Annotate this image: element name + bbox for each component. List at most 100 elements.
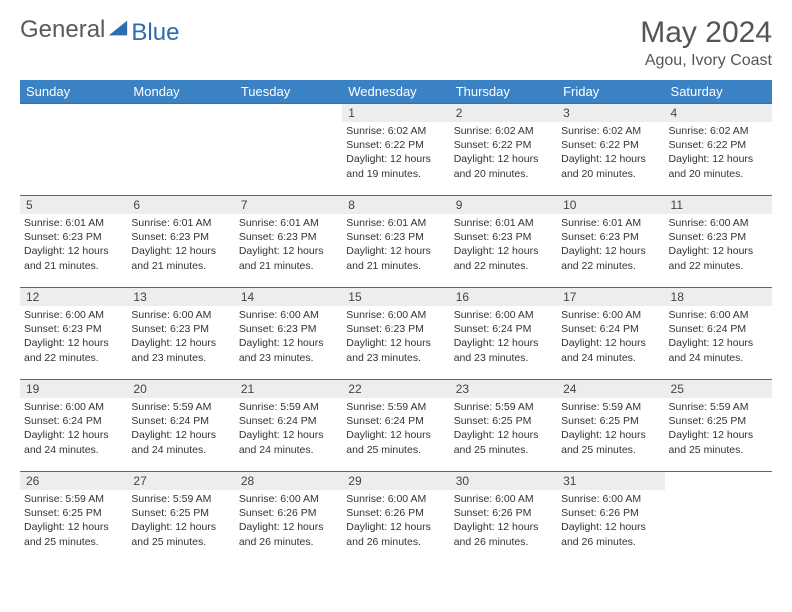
weekday-header: Monday [127, 80, 234, 104]
day-details: Sunrise: 5:59 AMSunset: 6:25 PMDaylight:… [450, 398, 557, 461]
day-number: 18 [665, 288, 772, 306]
day-number: 29 [342, 472, 449, 490]
calendar-day-cell: 31Sunrise: 6:00 AMSunset: 6:26 PMDayligh… [557, 472, 664, 564]
calendar-day-cell: 13Sunrise: 6:00 AMSunset: 6:23 PMDayligh… [127, 288, 234, 380]
day-number: 4 [665, 104, 772, 122]
calendar-day-cell: 26Sunrise: 5:59 AMSunset: 6:25 PMDayligh… [20, 472, 127, 564]
calendar-table: SundayMondayTuesdayWednesdayThursdayFrid… [20, 80, 772, 564]
day-number: 27 [127, 472, 234, 490]
header-row: General Blue May 2024 Agou, Ivory Coast [20, 16, 772, 76]
calendar-day-cell: 19Sunrise: 6:00 AMSunset: 6:24 PMDayligh… [20, 380, 127, 472]
calendar-day-cell: 29Sunrise: 6:00 AMSunset: 6:26 PMDayligh… [342, 472, 449, 564]
location-label: Agou, Ivory Coast [640, 52, 772, 70]
calendar-day-cell: 3Sunrise: 6:02 AMSunset: 6:22 PMDaylight… [557, 104, 664, 196]
day-number: 11 [665, 196, 772, 214]
calendar-day-cell: 6Sunrise: 6:01 AMSunset: 6:23 PMDaylight… [127, 196, 234, 288]
title-block: May 2024 Agou, Ivory Coast [640, 16, 772, 76]
calendar-day-cell: 21Sunrise: 5:59 AMSunset: 6:24 PMDayligh… [235, 380, 342, 472]
day-details: Sunrise: 6:00 AMSunset: 6:24 PMDaylight:… [20, 398, 127, 461]
day-number: 22 [342, 380, 449, 398]
day-details: Sunrise: 5:59 AMSunset: 6:24 PMDaylight:… [342, 398, 449, 461]
day-number: 20 [127, 380, 234, 398]
day-details: Sunrise: 5:59 AMSunset: 6:25 PMDaylight:… [665, 398, 772, 461]
day-number: 3 [557, 104, 664, 122]
day-number: 12 [20, 288, 127, 306]
day-number: 24 [557, 380, 664, 398]
weekday-header: Wednesday [342, 80, 449, 104]
brand-logo-icon [107, 17, 129, 44]
calendar-week-row: 5Sunrise: 6:01 AMSunset: 6:23 PMDaylight… [20, 196, 772, 288]
calendar-day-cell: 14Sunrise: 6:00 AMSunset: 6:23 PMDayligh… [235, 288, 342, 380]
day-number: 16 [450, 288, 557, 306]
calendar-day-cell: 0. [127, 104, 234, 196]
calendar-day-cell: 15Sunrise: 6:00 AMSunset: 6:23 PMDayligh… [342, 288, 449, 380]
brand-logo: General Blue [20, 16, 179, 44]
day-number: 17 [557, 288, 664, 306]
weekday-header: Saturday [665, 80, 772, 104]
weekday-header: Friday [557, 80, 664, 104]
calendar-day-cell: 0. [20, 104, 127, 196]
day-details: Sunrise: 6:02 AMSunset: 6:22 PMDaylight:… [342, 122, 449, 185]
day-details: Sunrise: 6:00 AMSunset: 6:23 PMDaylight:… [342, 306, 449, 369]
day-details: Sunrise: 6:01 AMSunset: 6:23 PMDaylight:… [127, 214, 234, 277]
day-details: Sunrise: 6:01 AMSunset: 6:23 PMDaylight:… [235, 214, 342, 277]
calendar-day-cell: 17Sunrise: 6:00 AMSunset: 6:24 PMDayligh… [557, 288, 664, 380]
day-details: Sunrise: 6:00 AMSunset: 6:24 PMDaylight:… [665, 306, 772, 369]
day-details: Sunrise: 6:00 AMSunset: 6:26 PMDaylight:… [557, 490, 664, 553]
weekday-header: Thursday [450, 80, 557, 104]
day-number: 9 [450, 196, 557, 214]
calendar-day-cell: 10Sunrise: 6:01 AMSunset: 6:23 PMDayligh… [557, 196, 664, 288]
brand-name-a: General [20, 16, 105, 44]
calendar-day-cell: 12Sunrise: 6:00 AMSunset: 6:23 PMDayligh… [20, 288, 127, 380]
day-number: 15 [342, 288, 449, 306]
weekday-header: Sunday [20, 80, 127, 104]
day-details: Sunrise: 6:00 AMSunset: 6:23 PMDaylight:… [127, 306, 234, 369]
day-number: 23 [450, 380, 557, 398]
day-details: Sunrise: 6:00 AMSunset: 6:26 PMDaylight:… [235, 490, 342, 553]
day-number: 26 [20, 472, 127, 490]
day-details: Sunrise: 6:00 AMSunset: 6:23 PMDaylight:… [235, 306, 342, 369]
weekday-header: Tuesday [235, 80, 342, 104]
calendar-day-cell: 4Sunrise: 6:02 AMSunset: 6:22 PMDaylight… [665, 104, 772, 196]
day-details: Sunrise: 5:59 AMSunset: 6:25 PMDaylight:… [557, 398, 664, 461]
day-details: Sunrise: 6:00 AMSunset: 6:23 PMDaylight:… [20, 306, 127, 369]
day-details: Sunrise: 6:01 AMSunset: 6:23 PMDaylight:… [342, 214, 449, 277]
calendar-day-cell: 24Sunrise: 5:59 AMSunset: 6:25 PMDayligh… [557, 380, 664, 472]
day-details: Sunrise: 6:02 AMSunset: 6:22 PMDaylight:… [557, 122, 664, 185]
calendar-day-cell: 7Sunrise: 6:01 AMSunset: 6:23 PMDaylight… [235, 196, 342, 288]
calendar-day-cell: 18Sunrise: 6:00 AMSunset: 6:24 PMDayligh… [665, 288, 772, 380]
day-number: 10 [557, 196, 664, 214]
calendar-day-cell: 23Sunrise: 5:59 AMSunset: 6:25 PMDayligh… [450, 380, 557, 472]
day-number: 6 [127, 196, 234, 214]
calendar-day-cell: 28Sunrise: 6:00 AMSunset: 6:26 PMDayligh… [235, 472, 342, 564]
day-number: 31 [557, 472, 664, 490]
calendar-day-cell: 5Sunrise: 6:01 AMSunset: 6:23 PMDaylight… [20, 196, 127, 288]
day-details: Sunrise: 6:01 AMSunset: 6:23 PMDaylight:… [557, 214, 664, 277]
day-details: Sunrise: 5:59 AMSunset: 6:25 PMDaylight:… [127, 490, 234, 553]
calendar-day-cell: 0. [665, 472, 772, 564]
day-number: 1 [342, 104, 449, 122]
day-details: Sunrise: 6:00 AMSunset: 6:24 PMDaylight:… [557, 306, 664, 369]
calendar-day-cell: 1Sunrise: 6:02 AMSunset: 6:22 PMDaylight… [342, 104, 449, 196]
calendar-week-row: 26Sunrise: 5:59 AMSunset: 6:25 PMDayligh… [20, 472, 772, 564]
day-details: Sunrise: 6:00 AMSunset: 6:26 PMDaylight:… [450, 490, 557, 553]
day-details: Sunrise: 6:00 AMSunset: 6:24 PMDaylight:… [450, 306, 557, 369]
calendar-day-cell: 2Sunrise: 6:02 AMSunset: 6:22 PMDaylight… [450, 104, 557, 196]
weekday-header-row: SundayMondayTuesdayWednesdayThursdayFrid… [20, 80, 772, 104]
day-details: Sunrise: 6:00 AMSunset: 6:23 PMDaylight:… [665, 214, 772, 277]
day-number: 14 [235, 288, 342, 306]
day-number: 8 [342, 196, 449, 214]
day-details: Sunrise: 6:02 AMSunset: 6:22 PMDaylight:… [665, 122, 772, 185]
calendar-day-cell: 25Sunrise: 5:59 AMSunset: 6:25 PMDayligh… [665, 380, 772, 472]
calendar-day-cell: 0. [235, 104, 342, 196]
day-details: Sunrise: 6:01 AMSunset: 6:23 PMDaylight:… [450, 214, 557, 277]
calendar-day-cell: 9Sunrise: 6:01 AMSunset: 6:23 PMDaylight… [450, 196, 557, 288]
day-details: Sunrise: 6:02 AMSunset: 6:22 PMDaylight:… [450, 122, 557, 185]
month-title: May 2024 [640, 16, 772, 50]
day-details: Sunrise: 6:00 AMSunset: 6:26 PMDaylight:… [342, 490, 449, 553]
day-details: Sunrise: 6:01 AMSunset: 6:23 PMDaylight:… [20, 214, 127, 277]
brand-name-b: Blue [131, 23, 179, 43]
day-number: 19 [20, 380, 127, 398]
day-number: 2 [450, 104, 557, 122]
day-number: 13 [127, 288, 234, 306]
